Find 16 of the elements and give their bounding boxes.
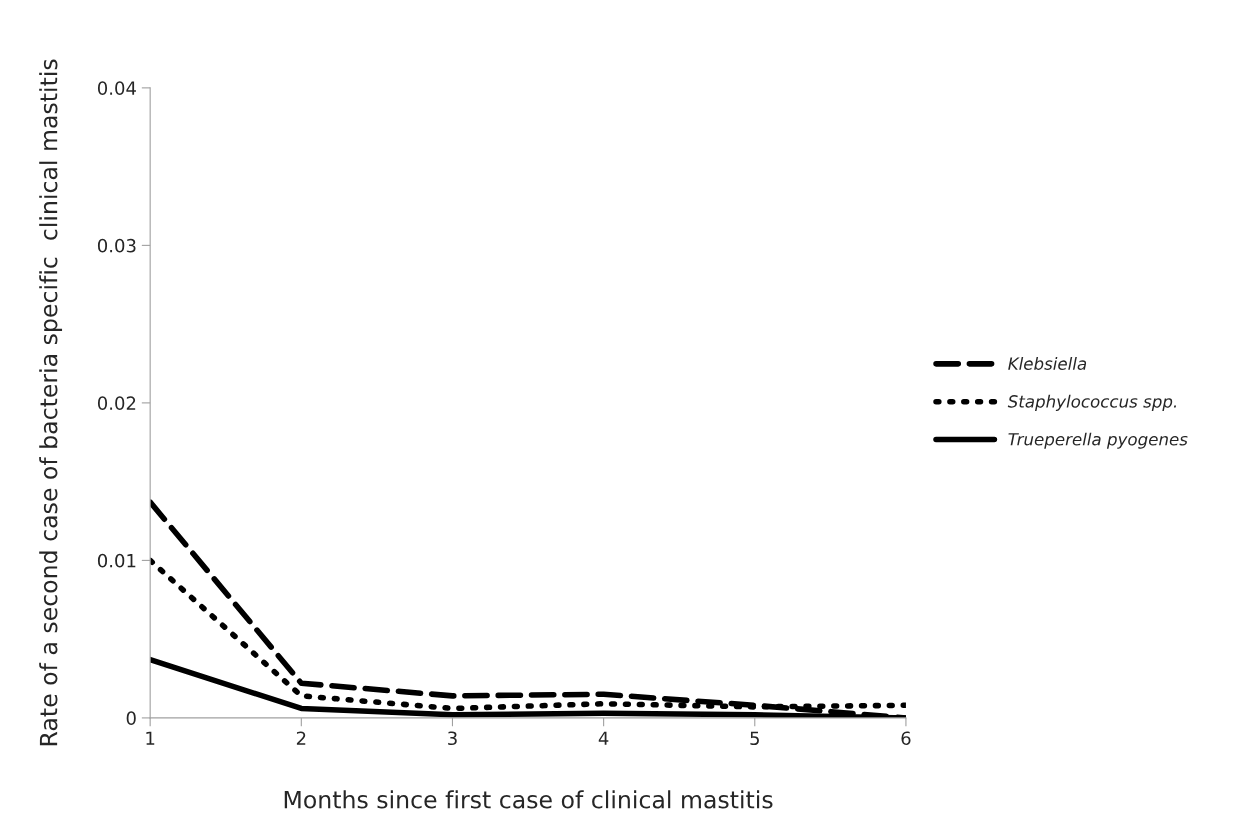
x-axis-title: Months since first case of clinical mastitis [284,790,773,809]
y-axis-title: Rate of a second case of bacteria specific clinical mastitis [39,59,63,746]
y-tick-label: 0.02 [97,396,136,411]
legend-label: Klebsiella [1008,357,1087,370]
x-tick-label: 6 [901,731,911,746]
x-tick-label: 3 [448,731,457,746]
x-tick-label: 4 [598,731,609,745]
y-tick-label: 0 [126,711,136,726]
y-tick-label: 0.03 [97,238,136,253]
x-tick-label: 1 [146,731,155,745]
y-tick-label: 0.04 [97,81,136,95]
x-tick-label: 2 [296,731,306,745]
y-tick-label: 0.01 [97,553,136,568]
x-tick-label: 5 [750,731,759,746]
legend-label: Staphylococcus spp. [1007,394,1177,411]
legend-label: Trueperella pyogenes [1008,432,1188,449]
